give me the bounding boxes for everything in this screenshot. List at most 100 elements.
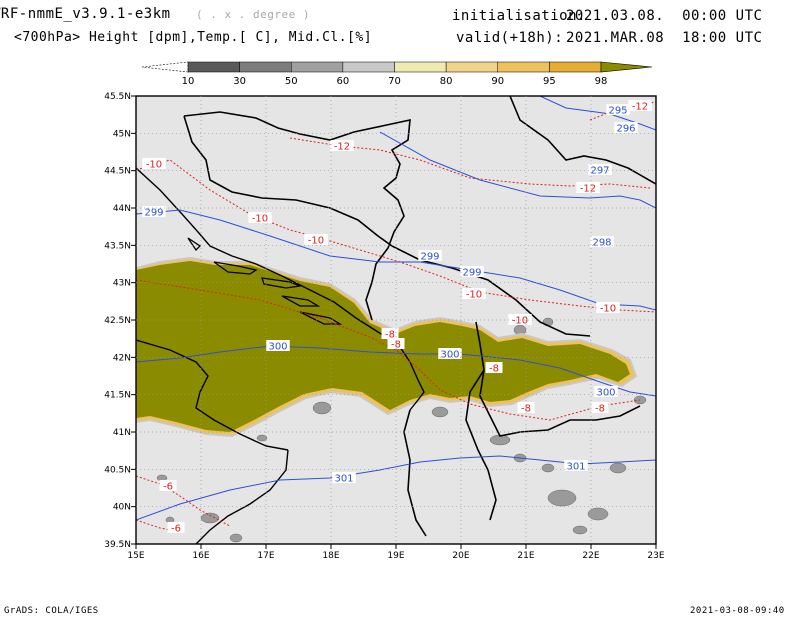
svg-text:300: 300 — [440, 350, 459, 361]
svg-text:299: 299 — [462, 268, 481, 279]
legend-label: 30 — [233, 76, 246, 87]
lat-tick-label: 45.5N — [104, 92, 131, 102]
svg-text:296: 296 — [616, 124, 635, 135]
lon-tick-label: 23E — [647, 551, 664, 561]
legend-swatch — [291, 61, 344, 73]
legend-label: 50 — [285, 76, 298, 87]
variables-label: <700hPa> Height [dpm],Temp.[ C], Mid.Cl.… — [14, 30, 373, 45]
scattered-cloud-patches — [156, 317, 647, 543]
lon-tick-label: 17E — [257, 551, 274, 561]
lat-tick-label: 42N — [113, 353, 131, 363]
valid-value: 2021.MAR.08 18:00 UTC — [566, 30, 763, 46]
lon-tick-label: 16E — [192, 551, 209, 561]
svg-text:-10: -10 — [512, 316, 528, 327]
cloud-band-core — [136, 261, 630, 432]
legend-label: 60 — [337, 76, 350, 87]
svg-text:301: 301 — [566, 462, 585, 473]
temp-contour-label: -6 — [167, 522, 185, 535]
height-contour-label: 300 — [438, 348, 462, 361]
height-contour-label: 298 — [590, 236, 614, 249]
legend-left-arrow — [141, 61, 189, 73]
legend-label: 70 — [388, 76, 401, 87]
coastline — [136, 167, 425, 544]
svg-text:300: 300 — [596, 388, 615, 399]
height-contour-label: 300 — [266, 340, 290, 353]
temp-contour-label: -10 — [142, 158, 166, 171]
lon-tick-label: 18E — [322, 551, 339, 561]
valid-label: valid(+18h): — [456, 30, 564, 46]
svg-text:-12: -12 — [580, 184, 596, 195]
svg-text:-6: -6 — [163, 482, 173, 493]
lon-tick-label: 19E — [387, 551, 404, 561]
projection-label: ( . x . degree ) — [196, 8, 310, 21]
svg-text:-8: -8 — [385, 330, 395, 341]
legend-label: 80 — [440, 76, 453, 87]
lat-tick-label: 42.5N — [104, 316, 131, 326]
legend-swatch — [394, 61, 447, 73]
lon-tick-label: 22E — [582, 551, 599, 561]
height-contour-label: 297 — [588, 164, 612, 177]
lat-tick-label: 40N — [113, 503, 131, 513]
model-title: WRF-nmmE_v3.9.1-e3km — [0, 6, 171, 22]
svg-text:298: 298 — [592, 238, 611, 249]
lat-tick-label: 41.5N — [104, 391, 131, 401]
init-value: 2021.03.08. 00:00 UTC — [566, 8, 763, 24]
svg-text:-10: -10 — [600, 304, 616, 315]
svg-text:-10: -10 — [146, 160, 162, 171]
lat-tick-label: 41N — [113, 428, 131, 438]
lon-tick-label: 20E — [452, 551, 469, 561]
svg-text:300: 300 — [268, 342, 287, 353]
svg-text:-12: -12 — [334, 142, 350, 153]
height-contour-label: 299 — [142, 206, 166, 219]
svg-text:299: 299 — [144, 208, 163, 219]
legend-label: 95 — [543, 76, 556, 87]
svg-text:-8: -8 — [489, 364, 499, 375]
svg-text:-12: -12 — [632, 102, 648, 113]
lat-tick-label: 45N — [113, 129, 131, 139]
footer-credit: GrADS: COLA/IGES — [4, 606, 99, 616]
lon-tick-label: 21E — [517, 551, 534, 561]
svg-text:295: 295 — [608, 106, 627, 117]
height-contour-label: 299 — [418, 250, 442, 263]
legend-swatch — [497, 61, 550, 73]
temp-contour-label: -8 — [381, 328, 399, 341]
lat-tick-label: 44N — [113, 204, 131, 214]
footer-timestamp: 2021-03-08-09:40 — [690, 606, 785, 616]
lat-tick-label: 43.5N — [104, 241, 131, 251]
temp-contour-label: -8 — [485, 362, 503, 375]
svg-text:299: 299 — [420, 252, 439, 263]
temp-contour-label: -10 — [248, 212, 272, 225]
legend-swatch — [342, 61, 395, 73]
height-contour-label: 296 — [614, 122, 638, 135]
height-contour-label: 301 — [564, 460, 588, 473]
temp-contour-label: -6 — [159, 480, 177, 493]
graticule — [136, 96, 656, 544]
temp-contour-label: -10 — [596, 302, 620, 315]
svg-text:-10: -10 — [252, 214, 268, 225]
legend-label: 98 — [595, 76, 608, 87]
legend-swatch — [187, 61, 240, 73]
legend-right-arrow — [600, 61, 653, 73]
height-contour-label: 301 — [332, 472, 356, 485]
height-contour-label: 295 — [606, 104, 630, 117]
lon-tick-label: 15E — [127, 551, 144, 561]
height-contour-label: 300 — [594, 386, 618, 399]
temp-contour-label: -8 — [591, 402, 609, 415]
lat-tick-label: 40.5N — [104, 465, 131, 475]
lat-tick-label: 39.5N — [104, 540, 131, 550]
legend-label: 10 — [182, 76, 195, 87]
temp-contour-label: -10 — [508, 314, 532, 327]
temp-contour-label: -10 — [304, 234, 328, 247]
svg-text:-6: -6 — [171, 524, 181, 535]
legend-swatch — [549, 61, 602, 73]
lat-tick-label: 44.5N — [104, 167, 131, 177]
temp-contour-label: -10 — [462, 288, 486, 301]
height-contour-label: 299 — [460, 266, 484, 279]
lat-tick-label: 43N — [113, 279, 131, 289]
temp-contour-label: -12 — [628, 100, 652, 113]
legend-swatch — [239, 61, 292, 73]
temp-contour-label: -12 — [330, 140, 354, 153]
legend-swatch — [445, 61, 498, 73]
svg-text:-10: -10 — [466, 290, 482, 301]
islands — [187, 237, 343, 325]
